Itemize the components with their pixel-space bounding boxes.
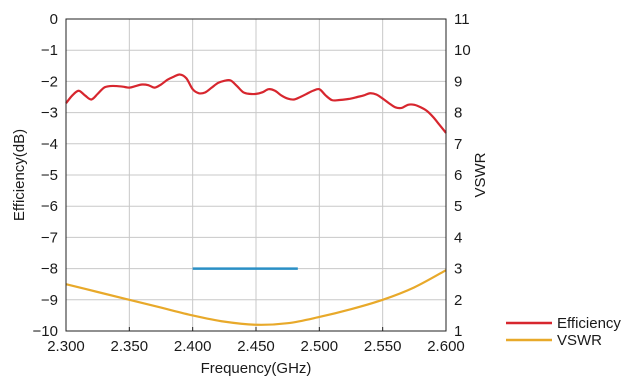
series-layer (65, 73, 447, 326)
series-vswr-line (65, 269, 447, 326)
x-tick-label: 2.300 (47, 338, 85, 355)
y-right-tick-label: 11 (454, 11, 470, 28)
y-right-tick-label: 7 (454, 136, 462, 153)
y-right-tick-label: 8 (454, 105, 462, 122)
y-left-tick-label: −6 (41, 198, 58, 215)
x-tick-label: 2.600 (427, 338, 465, 355)
y-left-tick-label: −4 (41, 136, 58, 153)
y-left-tick-label: −1 (41, 42, 58, 59)
y-right-tick-label: 10 (454, 42, 471, 59)
x-tick-label: 2.350 (111, 338, 149, 355)
y-right-tick-label: 6 (454, 167, 462, 184)
y-left-axis-title: Efficiency(dB) (11, 129, 28, 221)
x-tick-labels: 2.300 2.350 2.400 2.450 2.500 2.550 2.600 (47, 327, 465, 355)
y-right-tick-label: 4 (454, 229, 462, 246)
y-right-tick-labels: 11 10 9 8 7 6 5 4 3 2 1 (454, 11, 471, 340)
legend: Efficiency VSWR (506, 315, 621, 349)
y-left-tick-label: −7 (41, 229, 58, 246)
x-tick-label: 2.450 (237, 338, 275, 355)
y-left-tick-label: −8 (41, 261, 58, 278)
x-axis-title: Frequency(GHz) (201, 360, 312, 377)
y-left-tick-label: −9 (41, 292, 58, 309)
y-right-axis-title: VSWR (472, 152, 489, 197)
y-right-tick-label: 9 (454, 73, 462, 90)
legend-label-efficiency: Efficiency (557, 315, 621, 332)
y-left-tick-label: 0 (50, 11, 58, 28)
y-left-tick-label: −3 (41, 105, 58, 122)
x-tick-label: 2.550 (364, 338, 402, 355)
y-left-tick-labels: 0 −1 −2 −3 −4 −5 −6 −7 −8 −9 −10 (33, 11, 58, 340)
grid-lines (66, 19, 446, 331)
legend-label-vswr: VSWR (557, 332, 602, 349)
y-right-tick-label: 1 (454, 323, 462, 340)
y-right-tick-label: 5 (454, 198, 462, 215)
y-left-tick-label: −2 (41, 73, 58, 90)
y-right-tick-label: 3 (454, 261, 462, 278)
x-tick-label: 2.500 (301, 338, 339, 355)
y-left-tick-label: −5 (41, 167, 58, 184)
x-tick-label: 2.400 (174, 338, 212, 355)
series-efficiency-line (65, 73, 447, 134)
y-right-tick-label: 2 (454, 292, 462, 309)
y-left-tick-label: −10 (33, 323, 58, 340)
